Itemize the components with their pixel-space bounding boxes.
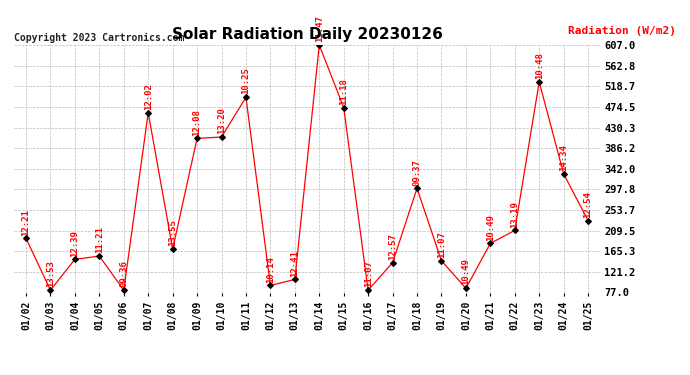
Text: 10:25: 10:25 [241, 68, 250, 94]
Point [338, 105, 349, 111]
Text: 12:54: 12:54 [584, 191, 593, 218]
Point [485, 240, 496, 246]
Text: 11:07: 11:07 [437, 231, 446, 258]
Text: 11:18: 11:18 [339, 78, 348, 105]
Point [265, 282, 276, 288]
Text: Copyright 2023 Cartronics.com: Copyright 2023 Cartronics.com [14, 33, 184, 42]
Text: 12:41: 12:41 [290, 250, 299, 277]
Point [436, 258, 447, 264]
Text: 13:55: 13:55 [168, 219, 177, 246]
Point [216, 134, 227, 140]
Text: 10:48: 10:48 [535, 52, 544, 79]
Text: 09:36: 09:36 [119, 261, 128, 287]
Text: 09:37: 09:37 [413, 159, 422, 186]
Point [45, 287, 56, 293]
Point [21, 236, 32, 242]
Point [582, 217, 593, 223]
Point [192, 135, 203, 141]
Text: 12:08: 12:08 [193, 109, 201, 136]
Point [411, 185, 422, 191]
Text: 12:57: 12:57 [388, 233, 397, 260]
Title: Solar Radiation Daily 20230126: Solar Radiation Daily 20230126 [172, 27, 442, 42]
Text: 12:21: 12:21 [21, 209, 30, 236]
Point [94, 253, 105, 259]
Text: 11:21: 11:21 [95, 226, 103, 253]
Point [314, 42, 325, 48]
Text: 10:49: 10:49 [462, 259, 471, 285]
Point [387, 260, 398, 266]
Text: 11:47: 11:47 [315, 15, 324, 42]
Point [533, 79, 544, 85]
Point [363, 287, 374, 293]
Point [70, 256, 81, 262]
Point [118, 287, 129, 293]
Text: 11:07: 11:07 [364, 261, 373, 287]
Text: 13:20: 13:20 [217, 107, 226, 134]
Point [460, 285, 471, 291]
Text: 14:34: 14:34 [559, 144, 568, 171]
Text: Radiation (W/m2): Radiation (W/m2) [568, 26, 676, 36]
Text: 10:49: 10:49 [486, 214, 495, 241]
Point [143, 110, 154, 116]
Text: 12:02: 12:02 [144, 83, 152, 110]
Text: 13:19: 13:19 [511, 201, 520, 228]
Text: 10:14: 10:14 [266, 256, 275, 283]
Point [240, 94, 251, 100]
Point [167, 246, 178, 252]
Point [289, 276, 300, 282]
Text: 13:53: 13:53 [46, 261, 55, 287]
Text: 12:39: 12:39 [70, 230, 79, 256]
Point [558, 171, 569, 177]
Point [509, 227, 520, 233]
